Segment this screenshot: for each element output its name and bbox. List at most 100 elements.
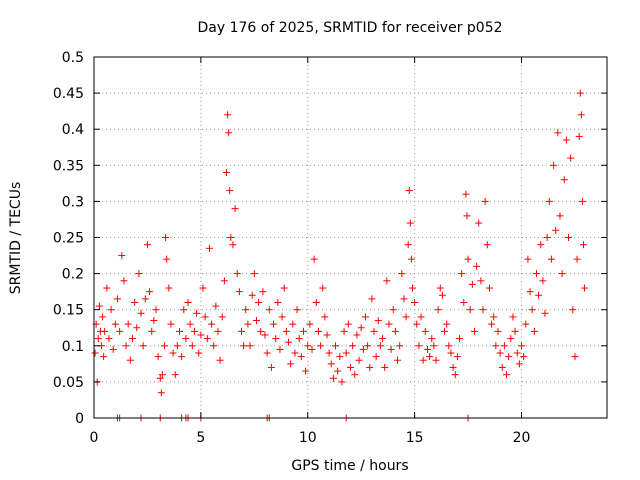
data-point: [246, 342, 254, 350]
data-point: [95, 302, 103, 310]
x-axis-label: GPS time / hours: [291, 458, 408, 474]
data-point: [407, 255, 415, 263]
data-point: [118, 252, 126, 260]
data-point: [282, 327, 290, 335]
data-point: [214, 327, 222, 335]
data-point: [329, 374, 337, 382]
data-point: [210, 342, 218, 350]
data-point: [565, 234, 573, 241]
data-point: [120, 277, 128, 285]
data-point: [314, 327, 322, 335]
data-point: [220, 277, 228, 285]
y-tick-label: 0.35: [53, 158, 84, 174]
data-point: [463, 212, 471, 220]
data-point: [539, 277, 547, 285]
y-axis: 0 0.05 0.1 0.15 0.2 0.25 0.3 0.35 0.4 0.45 0.5: [53, 50, 607, 427]
data-point: [173, 342, 181, 350]
data-point: [267, 363, 275, 371]
data-point: [223, 169, 231, 177]
data-point: [507, 335, 515, 343]
data-point: [485, 284, 493, 292]
data-point: [323, 331, 331, 339]
data-point: [255, 298, 263, 306]
data-point: [383, 277, 391, 285]
data-point: [415, 342, 423, 350]
data-point: [353, 331, 361, 339]
data-point: [385, 320, 393, 328]
data-point: [332, 342, 340, 350]
data-point: [280, 284, 288, 292]
data-point: [492, 342, 500, 350]
data-point: [475, 219, 483, 227]
data-point: [141, 295, 149, 303]
grid-lines: [94, 57, 607, 418]
data-point: [99, 313, 107, 321]
data-point: [524, 255, 532, 263]
x-tick-label: 15: [406, 430, 424, 446]
data-point: [304, 342, 312, 350]
data-point: [289, 320, 297, 328]
data-point: [317, 342, 325, 350]
data-point: [188, 342, 196, 350]
data-point: [293, 306, 301, 314]
data-point: [473, 262, 481, 270]
data-point: [310, 255, 318, 263]
data-point: [543, 234, 551, 241]
data-point: [355, 356, 363, 364]
data-point: [195, 349, 203, 357]
data-point: [443, 320, 451, 328]
data-point: [91, 349, 99, 357]
chart-title: Day 176 of 2025, SRMTID for receiver p05…: [197, 20, 502, 36]
data-point: [361, 313, 369, 321]
data-point: [366, 363, 374, 371]
data-point: [342, 349, 350, 357]
data-point: [498, 363, 506, 371]
data-point: [114, 295, 122, 303]
data-point: [511, 327, 519, 335]
data-point: [327, 360, 335, 368]
data-point: [133, 324, 141, 332]
data-point: [402, 313, 410, 321]
data-point: [413, 320, 421, 328]
data-point: [481, 197, 489, 205]
data-point: [180, 306, 188, 314]
data-point: [556, 212, 564, 220]
data-point: [227, 234, 235, 241]
data-point: [270, 320, 278, 328]
data-point: [547, 255, 555, 263]
data-point: [148, 327, 156, 335]
data-point: [541, 309, 549, 317]
y-tick-label: 0: [75, 411, 84, 427]
data-point: [396, 342, 404, 350]
data-point: [436, 284, 444, 292]
data-point: [496, 349, 504, 357]
data-point: [306, 320, 314, 328]
data-point: [105, 335, 113, 343]
data-point: [285, 338, 293, 346]
data-point: [381, 363, 389, 371]
data-point: [263, 349, 271, 357]
data-point: [338, 378, 346, 386]
data-point: [229, 241, 237, 249]
data-point: [325, 349, 333, 357]
x-tick-label: 10: [299, 430, 317, 446]
data-point: [500, 342, 508, 350]
data-point: [212, 302, 220, 310]
data-point: [344, 320, 352, 328]
data-point: [575, 132, 583, 140]
data-point: [458, 270, 466, 278]
data-point: [274, 298, 282, 306]
data-point: [107, 306, 115, 314]
data-point: [250, 270, 258, 278]
data-point: [224, 111, 232, 119]
data-point: [231, 205, 239, 213]
data-point: [372, 353, 380, 361]
data-point: [503, 371, 511, 379]
data-point: [163, 255, 171, 263]
data-point: [94, 335, 102, 343]
data-point: [532, 270, 540, 278]
data-point: [128, 335, 136, 343]
y-axis-label: SRMTID / TECUs: [8, 182, 24, 295]
data-point: [528, 306, 536, 314]
